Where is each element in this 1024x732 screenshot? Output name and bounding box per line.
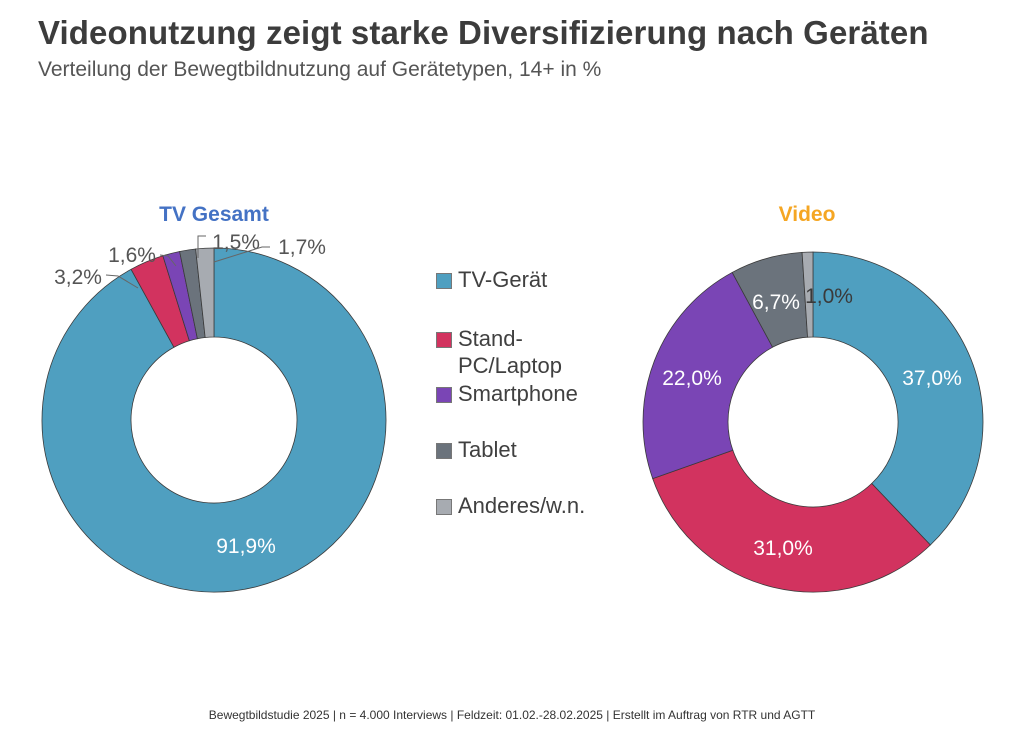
legend-swatch-anderes <box>436 499 452 515</box>
leader-line <box>159 254 177 267</box>
donut-slice-smartphone <box>642 271 774 480</box>
leader-line <box>213 246 270 263</box>
legend-swatch-stand-pc-laptop <box>436 332 452 348</box>
legend-item-stand-pc-laptop: Stand- PC/Laptop <box>436 325 636 379</box>
legend-item-tv-geraet: TV-Gerät <box>436 266 636 293</box>
data-label-smartphone: 1,6% <box>108 244 156 267</box>
legend-label: Tablet <box>458 437 517 462</box>
leader-line <box>105 274 139 289</box>
legend-label: TV-Gerät <box>458 267 548 292</box>
page-subtitle: Verteilung der Bewegtbildnutzung auf Ger… <box>38 58 602 81</box>
legend-swatch-tablet <box>436 443 452 459</box>
legend-item-tablet: Tablet <box>436 436 636 463</box>
data-label-smartphone: 22,0% <box>662 367 722 390</box>
chart-title-tv-gesamt: TV Gesamt <box>159 203 269 226</box>
legend-item-anderes: Anderes/w.n. <box>436 492 636 519</box>
data-label-pc: 31,0% <box>753 537 813 560</box>
legend-item-smartphone: Smartphone <box>436 380 636 407</box>
donut-slice-tv <box>812 251 984 546</box>
legend-swatch-tv-geraet <box>436 273 452 289</box>
legend-label: Anderes/w.n. <box>458 493 586 518</box>
chart-title-video: Video <box>778 203 836 226</box>
data-label-tablet: 6,7% <box>752 291 800 314</box>
donut-slice-other <box>195 247 215 338</box>
donut-slice-other <box>801 251 814 338</box>
legend-label: Smartphone <box>458 381 578 406</box>
data-label-pc: 3,2% <box>54 266 102 289</box>
donut-slice-pc <box>652 449 931 593</box>
data-label-other: 1,7% <box>278 236 326 259</box>
footer-note: Bewegtbildstudie 2025 | n = 4.000 Interv… <box>208 708 816 722</box>
legend-swatch-smartphone <box>436 387 452 403</box>
data-label-other: 1,0% <box>805 285 853 308</box>
data-label-tablet: 1,5% <box>212 231 260 254</box>
data-label-tv: 37,0% <box>902 367 962 390</box>
data-label-tv: 91,9% <box>216 535 276 558</box>
donut-slice-tv <box>41 247 387 593</box>
page-title: Videonutzung zeigt starke Diversifizieru… <box>38 14 929 51</box>
leader-line <box>197 235 206 258</box>
legend-label: Stand- PC/Laptop <box>458 326 562 378</box>
